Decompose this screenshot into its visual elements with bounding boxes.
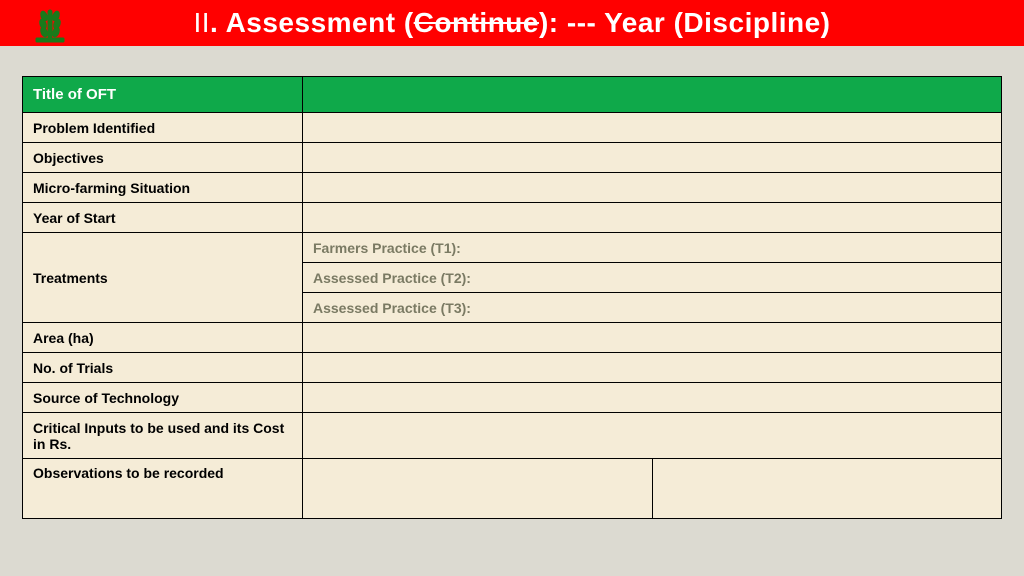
row-label-year-start: Year of Start (23, 203, 303, 233)
header-band: II. Assessment (Continue): --- Year (Dis… (0, 0, 1024, 46)
row-sub-t3: Assessed Practice (T3): (303, 293, 1002, 323)
row-value (303, 143, 1002, 173)
table-row: Problem Identified (23, 113, 1002, 143)
table-row: Treatments Farmers Practice (T1): (23, 233, 1002, 263)
table-row: Critical Inputs to be used and its Cost … (23, 413, 1002, 459)
row-sub-t1: Farmers Practice (T1): (303, 233, 1002, 263)
head-label: Title of OFT (23, 77, 303, 113)
title-roman: II (193, 7, 210, 38)
table-row: Micro-farming Situation (23, 173, 1002, 203)
row-label-treatments: Treatments (23, 233, 303, 323)
table-container: Title of OFT Problem Identified Objectiv… (0, 46, 1024, 519)
title-dot: . (210, 7, 226, 38)
row-value (303, 323, 1002, 353)
assessment-table: Title of OFT Problem Identified Objectiv… (22, 76, 1002, 519)
row-label-source: Source of Technology (23, 383, 303, 413)
row-value (303, 413, 1002, 459)
row-label-problem: Problem Identified (23, 113, 303, 143)
table-row: Year of Start (23, 203, 1002, 233)
row-value (303, 113, 1002, 143)
row-label-obs: Observations to be recorded (23, 459, 303, 519)
row-sub-t2: Assessed Practice (T2): (303, 263, 1002, 293)
table-row: No. of Trials (23, 353, 1002, 383)
row-label-area: Area (ha) (23, 323, 303, 353)
wheat-logo-icon (28, 2, 72, 46)
title-post: ): --- Year (Discipline) (539, 7, 831, 38)
title-strike: Continue (414, 7, 539, 38)
row-value (303, 173, 1002, 203)
head-value (303, 77, 1002, 113)
row-value (303, 383, 1002, 413)
row-label-trials: No. of Trials (23, 353, 303, 383)
row-value (303, 353, 1002, 383)
title-pre: Assessment ( (226, 7, 414, 38)
row-label-objectives: Objectives (23, 143, 303, 173)
row-value-obs-1 (303, 459, 653, 519)
table-row: Observations to be recorded (23, 459, 1002, 519)
table-row: Objectives (23, 143, 1002, 173)
row-label-inputs: Critical Inputs to be used and its Cost … (23, 413, 303, 459)
table-head-row: Title of OFT (23, 77, 1002, 113)
row-value-obs-2 (653, 459, 1002, 519)
row-value (303, 203, 1002, 233)
row-label-micro: Micro-farming Situation (23, 173, 303, 203)
table-row: Source of Technology (23, 383, 1002, 413)
table-row: Area (ha) (23, 323, 1002, 353)
page-title: II. Assessment (Continue): --- Year (Dis… (193, 7, 830, 39)
